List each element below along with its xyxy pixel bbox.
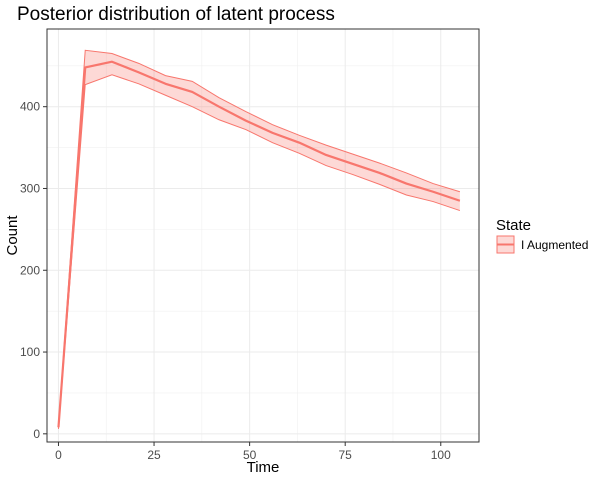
legend-label-i-augmented: I Augmented	[521, 238, 588, 252]
legend: State I Augmented	[496, 217, 588, 254]
y-tick-label: 100	[20, 345, 40, 359]
axis-layer: 0 25 50 75 100 0 100 200 300 400	[20, 100, 451, 462]
x-tick-label: 0	[55, 448, 62, 462]
series-line-i-augmented	[57, 60, 461, 428]
x-tick-label: 50	[243, 448, 257, 462]
x-tick-label: 75	[339, 448, 353, 462]
x-axis-title: Time	[247, 459, 280, 476]
lower-bound-line	[57, 74, 461, 429]
y-tick-label: 400	[20, 100, 40, 114]
x-tick-label: 25	[147, 448, 161, 462]
chart-title: Posterior distribution of latent process	[17, 4, 335, 25]
y-axis-title: Count	[4, 215, 21, 256]
data-layer	[57, 49, 461, 429]
legend-title: State	[496, 217, 531, 234]
panel-border	[46, 28, 480, 443]
y-tick-label: 0	[33, 427, 40, 441]
y-tick-label: 200	[20, 263, 40, 277]
x-tick-label: 100	[431, 448, 451, 462]
y-tick-label: 300	[20, 181, 40, 195]
legend-key-i-augmented	[496, 235, 515, 254]
upper-bound-line	[57, 49, 461, 426]
grid-layer	[47, 29, 479, 442]
